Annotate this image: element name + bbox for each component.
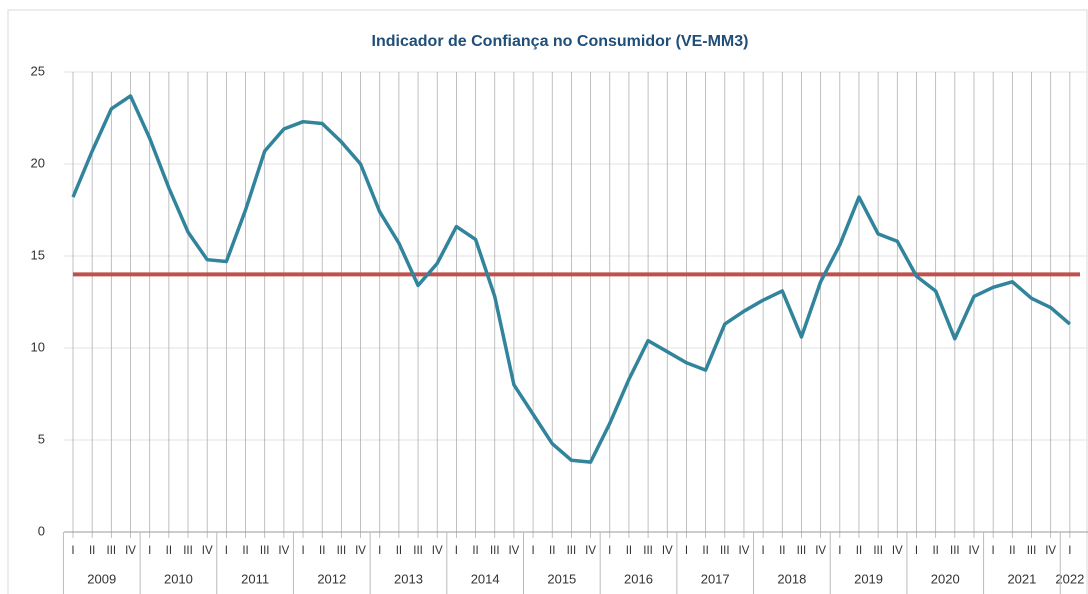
y-tick-label: 5 (38, 431, 45, 446)
x-tick-label: II (472, 545, 478, 557)
x-tick-label: II (396, 545, 402, 557)
year-label: 2015 (547, 571, 576, 586)
x-tick-label: II (702, 545, 708, 557)
x-tick-label: III (950, 545, 960, 557)
year-label: 2020 (931, 571, 960, 586)
x-tick-label: IV (432, 545, 443, 557)
x-tick-label: II (626, 545, 632, 557)
x-tick-label: IV (125, 545, 136, 557)
year-label: 2010 (164, 571, 193, 586)
x-tick-label: IV (278, 545, 289, 557)
x-tick-label: I (762, 545, 765, 557)
year-label: 2021 (1007, 571, 1036, 586)
x-tick-label: I (838, 545, 841, 557)
chart-title: Indicador de Confiança no Consumidor (VE… (372, 33, 749, 50)
year-label: 2016 (624, 571, 653, 586)
y-tick-label: 0 (38, 523, 45, 538)
x-tick-label: IV (585, 545, 596, 557)
x-tick-label: I (71, 545, 74, 557)
x-tick-label: I (148, 545, 151, 557)
x-tick-label: I (301, 545, 304, 557)
year-label: 2018 (777, 571, 806, 586)
x-tick-label: IV (739, 545, 750, 557)
x-tick-label: II (549, 545, 555, 557)
y-tick-label: 15 (31, 247, 45, 262)
x-tick-label: III (107, 545, 117, 557)
x-tick-label: I (915, 545, 918, 557)
x-tick-label: I (531, 545, 534, 557)
x-tick-label: I (1068, 545, 1071, 557)
x-tick-label: II (1009, 545, 1015, 557)
year-label: 2009 (87, 571, 116, 586)
x-tick-label: II (242, 545, 248, 557)
x-tick-label: II (856, 545, 862, 557)
x-tick-label: IV (662, 545, 673, 557)
year-label: 2019 (854, 571, 883, 586)
x-tick-label: I (992, 545, 995, 557)
x-tick-label: III (490, 545, 500, 557)
x-tick-label: III (337, 545, 347, 557)
y-tick-label: 25 (31, 63, 45, 78)
year-label: 2012 (317, 571, 346, 586)
x-tick-label: II (779, 545, 785, 557)
x-tick-label: II (89, 545, 95, 557)
x-tick-label: IV (815, 545, 826, 557)
x-tick-label: III (873, 545, 883, 557)
x-tick-label: III (643, 545, 653, 557)
year-label: 2013 (394, 571, 423, 586)
x-tick-label: III (413, 545, 423, 557)
year-label: 2011 (241, 571, 269, 586)
line-series (71, 94, 1071, 464)
x-tick-label: I (608, 545, 611, 557)
x-tick-label: II (319, 545, 325, 557)
x-tick-label: I (685, 545, 688, 557)
year-label: 2017 (701, 571, 730, 586)
year-label: 2022 (1055, 571, 1084, 586)
x-tick-label: III (260, 545, 270, 557)
x-tick-label: IV (202, 545, 213, 557)
y-tick-label: 20 (31, 155, 45, 170)
x-tick-label: III (720, 545, 730, 557)
x-tick-label: IV (1045, 545, 1056, 557)
y-tick-label: 10 (31, 339, 45, 354)
x-tick-label: III (567, 545, 577, 557)
x-tick-label: III (797, 545, 807, 557)
x-tick-label: IV (355, 545, 366, 557)
x-tick-label: I (378, 545, 381, 557)
x-tick-label: IV (892, 545, 903, 557)
year-label: 2014 (471, 571, 500, 586)
x-tick-label: II (932, 545, 938, 557)
x-tick-label: III (183, 545, 193, 557)
x-tick-label: III (1027, 545, 1037, 557)
chart-frame (7, 9, 1088, 594)
x-tick-label: IV (508, 545, 519, 557)
x-tick-label: I (455, 545, 458, 557)
x-tick-label: IV (969, 545, 980, 557)
x-tick-label: II (166, 545, 172, 557)
x-tick-label: I (225, 545, 228, 557)
